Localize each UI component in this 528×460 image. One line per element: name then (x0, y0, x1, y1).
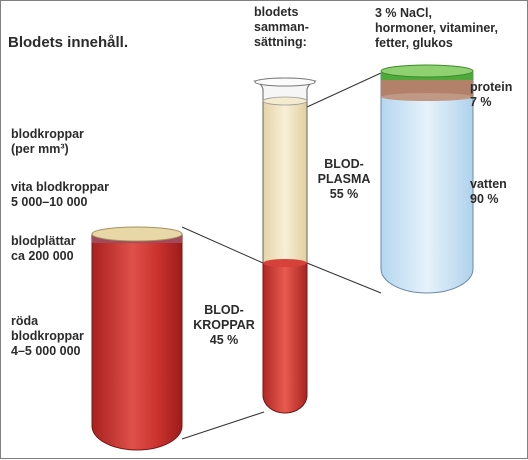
tube-rim (254, 77, 316, 87)
white-cells-label: vita blodkroppar 5 000–10 000 (11, 180, 109, 209)
protein-layer (381, 79, 473, 97)
connector-lines (181, 72, 382, 440)
platelets-label: blodplättar ca 200 000 (11, 234, 76, 263)
composition-tube (253, 77, 317, 414)
diagram-title: Blodets innehåll. (8, 34, 129, 51)
white-cells-layer (91, 226, 183, 242)
blood-cells-tube (91, 226, 183, 451)
blood-cells-label: blodkroppar (per mm³) (11, 127, 84, 156)
plasma-percent-label: BLOD- PLASMA 55 % (317, 157, 371, 201)
plasma-tube (380, 64, 474, 294)
water-label: vatten 90 % (470, 177, 507, 206)
cells-portion (262, 262, 308, 414)
red-cells-label: röda blodkroppar 4–5 000 000 (11, 314, 84, 358)
cells-percent-label: BLOD- KROPPAR 45 % (193, 303, 255, 347)
cells-plasma-boundary (263, 259, 307, 267)
composition-label: blodets samman- sättning: (254, 5, 309, 49)
water-layer (380, 72, 474, 294)
protein-label: protein 7 % (470, 80, 513, 109)
misc-components-label: 3 % NaCl, hormoner, vitaminer, fetter, g… (375, 6, 498, 50)
